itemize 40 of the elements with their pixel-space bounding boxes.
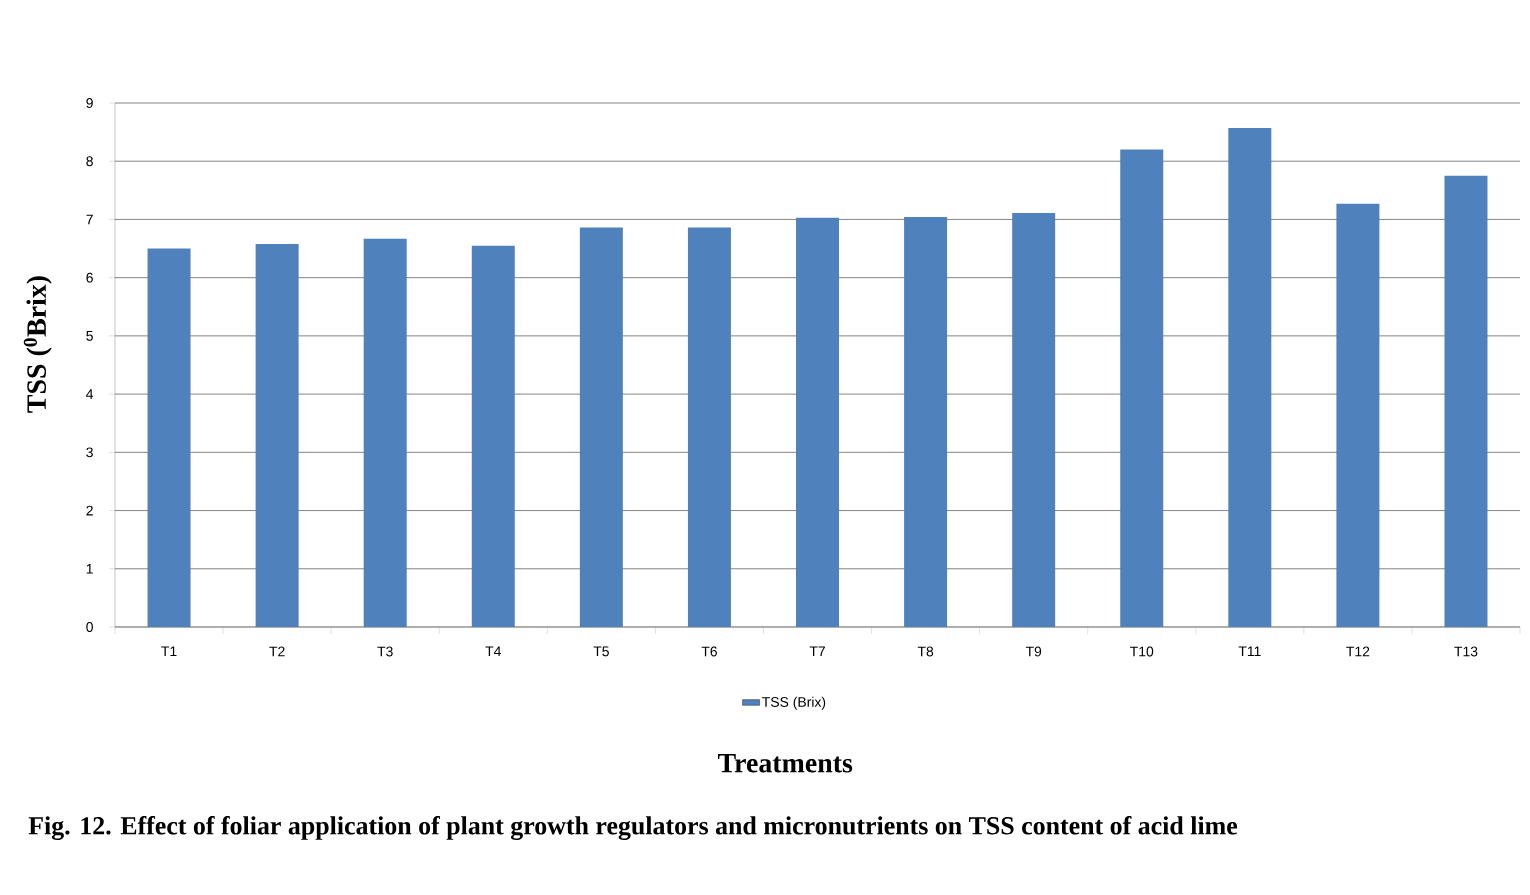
y-tick-label: 4	[86, 389, 94, 399]
y-tick-label: 8	[86, 156, 93, 167]
x-tick-label: T13	[1454, 646, 1478, 657]
x-tick-label: T4	[485, 646, 501, 657]
x-tick-label: T5	[593, 646, 609, 657]
x-tick-label: T12	[1346, 646, 1370, 657]
bar	[363, 238, 407, 627]
bar	[1120, 149, 1164, 627]
bar	[796, 217, 840, 627]
y-tick-label: 1	[86, 563, 93, 574]
y-tick-label: 3	[86, 447, 93, 458]
bar	[1444, 175, 1488, 627]
x-tick-label: T3	[377, 646, 393, 657]
x-axis-title: Treatments	[717, 753, 853, 773]
y-axis-title: TSS ($^{0}$Brix)	[23, 276, 52, 413]
x-tick-label: T11	[1238, 646, 1261, 657]
bar	[1336, 203, 1380, 627]
y-tick-label: 5	[86, 331, 93, 341]
x-tick-label: T1	[161, 646, 177, 657]
bar	[579, 227, 623, 627]
y-tick-label: 7	[86, 214, 93, 225]
x-tick-label: T9	[1025, 646, 1042, 657]
bar	[147, 248, 191, 627]
legend-label: TSS (Brix)	[762, 696, 826, 710]
bar	[687, 227, 731, 627]
bar	[1012, 213, 1056, 627]
y-tick-label: 0	[86, 622, 93, 632]
bar	[1228, 128, 1272, 627]
x-tick-label: T10	[1130, 646, 1154, 657]
bar	[255, 243, 299, 627]
x-tick-label: T7	[809, 646, 825, 657]
caption: Fig. 12. Effect of foliar application of plant growth regulators and micronutrients on TSS content of acid lime	[28, 816, 1238, 840]
y-tick-label: 9	[86, 98, 93, 108]
x-tick-label: T6	[701, 646, 717, 657]
y-tick-label: 2	[86, 505, 93, 516]
bar	[904, 217, 948, 627]
y-tick-label: 6	[86, 272, 93, 283]
bar	[471, 245, 515, 627]
x-tick-label: T8	[917, 646, 934, 657]
x-tick-label: T2	[269, 646, 285, 657]
